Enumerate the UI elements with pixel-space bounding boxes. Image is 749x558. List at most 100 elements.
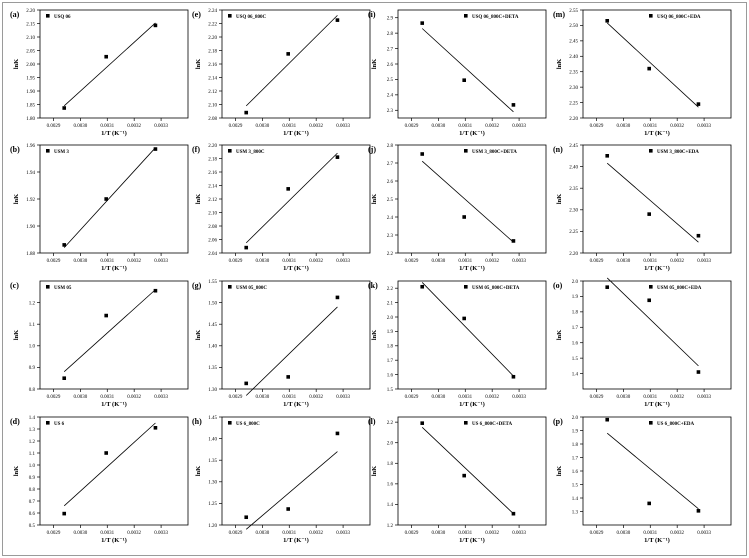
legend-label: USQ 06_800C+DETA (472, 15, 519, 20)
y-axis-label: lnK (371, 330, 378, 340)
fit-line (63, 289, 156, 373)
x-tick-label: 0.0033 (512, 124, 526, 129)
y-tick-label: 1.2 (29, 440, 36, 445)
y-tick-label: 2.2 (387, 287, 394, 292)
y-tick-label: 1.45 (208, 323, 217, 328)
x-axis-label: 1/T (K⁻¹) (644, 130, 670, 137)
legend-marker (649, 149, 653, 153)
x-tick-label: 0.0033 (512, 395, 526, 400)
x-tick-label: 0.0030 (255, 395, 269, 400)
data-point (286, 375, 290, 379)
panel-h: 0.0029 0.0030 0.0031 0.0032 0.0033 1.20 1.25 1.… (192, 416, 371, 544)
data-point (605, 285, 610, 289)
y-tick-label: 2.16 (208, 171, 217, 176)
data-point (462, 78, 466, 82)
panel-label: (c) (10, 281, 19, 290)
legend-marker (46, 149, 50, 153)
y-tick-label: 1.1 (29, 452, 36, 457)
data-point (420, 21, 425, 25)
x-tick-label: 0.0029 (47, 259, 61, 264)
y-tick-label: 1.8 (572, 443, 579, 448)
x-tick-label: 0.0032 (485, 395, 499, 400)
legend-marker (464, 421, 468, 425)
legend-label: US 6_800C (236, 422, 260, 427)
legend-marker (464, 14, 468, 18)
y-axis-label: lnK (556, 194, 563, 204)
y-tick-label: 1.2 (29, 301, 36, 306)
panel-l: 0.0029 0.0030 0.0031 0.0032 0.0033 1.2 1.4 1.6 1… (368, 416, 547, 544)
y-axis-label: lnK (195, 466, 202, 476)
data-point (335, 431, 340, 436)
y-tick-label: 2.18 (208, 49, 217, 54)
fit-line (606, 277, 699, 367)
y-tick-label: 1.40 (208, 437, 217, 442)
y-axis-label: lnK (13, 59, 20, 69)
plot-frame (397, 144, 547, 254)
x-tick-label: 0.0031 (458, 531, 472, 536)
plot-frame (221, 144, 371, 254)
y-tick-label: 2.25 (569, 101, 578, 106)
data-point (335, 295, 340, 300)
y-tick-label: 2.14 (208, 76, 217, 81)
y-tick-label: 2.04 (208, 252, 217, 257)
data-point (420, 152, 425, 156)
plot-frame (221, 416, 371, 526)
fit-line (421, 426, 514, 514)
x-tick-label: 0.0030 (616, 259, 630, 264)
y-tick-label: 1.85 (26, 103, 35, 108)
data-point (647, 501, 651, 506)
x-tick-label: 0.0032 (127, 259, 141, 264)
y-tick-label: 1.35 (208, 366, 217, 371)
fit-line (245, 451, 338, 530)
plot-frame (397, 416, 547, 526)
plot-frame (221, 280, 371, 390)
y-tick-label: 2.0 (387, 316, 394, 321)
y-tick-label: 2.9 (387, 17, 394, 22)
data-point (286, 187, 290, 191)
y-tick-label: 1.30 (208, 481, 217, 486)
panel-g: 0.0029 0.0030 0.0031 0.0032 0.0033 1.30 1.35 1.… (192, 280, 371, 408)
data-point (244, 110, 249, 115)
data-point (696, 233, 701, 238)
x-axis-label: 1/T (K⁻¹) (644, 401, 670, 408)
x-tick-label: 0.0029 (47, 395, 61, 400)
y-axis-label: lnK (371, 194, 378, 204)
data-point (62, 511, 67, 516)
x-tick-label: 0.0031 (282, 124, 296, 129)
plot-frame (582, 144, 732, 254)
legend-label: US 6 (54, 422, 65, 427)
x-tick-label: 0.0030 (73, 395, 87, 400)
y-axis-label: lnK (556, 466, 563, 476)
y-tick-label: 1.30 (208, 388, 217, 393)
y-tick-label: 2.30 (569, 209, 578, 214)
y-tick-label: 2.20 (208, 144, 217, 149)
panel-e: 0.0029 0.0030 0.0031 0.0032 0.0033 2.08 2.10 2.… (192, 9, 371, 137)
data-point (420, 284, 425, 289)
x-tick-label: 0.0029 (229, 395, 243, 400)
x-tick-label: 0.0029 (590, 259, 604, 264)
y-tick-label: 2.5 (387, 78, 394, 83)
panel-j: 0.0029 0.0030 0.0031 0.0032 0.0033 2.2 2.3 2.4 2… (368, 144, 547, 272)
legend-marker (464, 149, 468, 153)
legend-marker (46, 421, 50, 425)
data-point (696, 509, 701, 513)
y-tick-label: 1.7 (572, 326, 579, 331)
panel-label: (k) (368, 281, 378, 290)
y-tick-label: 1.5 (572, 483, 579, 488)
x-tick-label: 0.0029 (229, 531, 243, 536)
y-tick-label: 2.3 (387, 109, 394, 114)
y-tick-label: 2.20 (569, 252, 578, 257)
panel-label: (l) (368, 417, 376, 426)
panel-label: (h) (192, 417, 202, 426)
y-tick-label: 2.08 (208, 117, 217, 122)
panel-c: 0.0029 0.0030 0.0031 0.0032 0.0033 0.8 0.9 1.0 1… (10, 280, 189, 408)
panel-label: (i) (368, 10, 376, 19)
x-tick-label: 0.0033 (154, 531, 168, 536)
legend-label: US 6_800C+DETA (472, 422, 513, 427)
y-tick-label: 2.06 (208, 238, 217, 243)
data-point (286, 507, 290, 511)
legend-marker (46, 285, 50, 289)
y-tick-label: 2.10 (208, 211, 217, 216)
legend-marker (649, 14, 653, 18)
y-tick-label: 1.40 (208, 345, 217, 350)
